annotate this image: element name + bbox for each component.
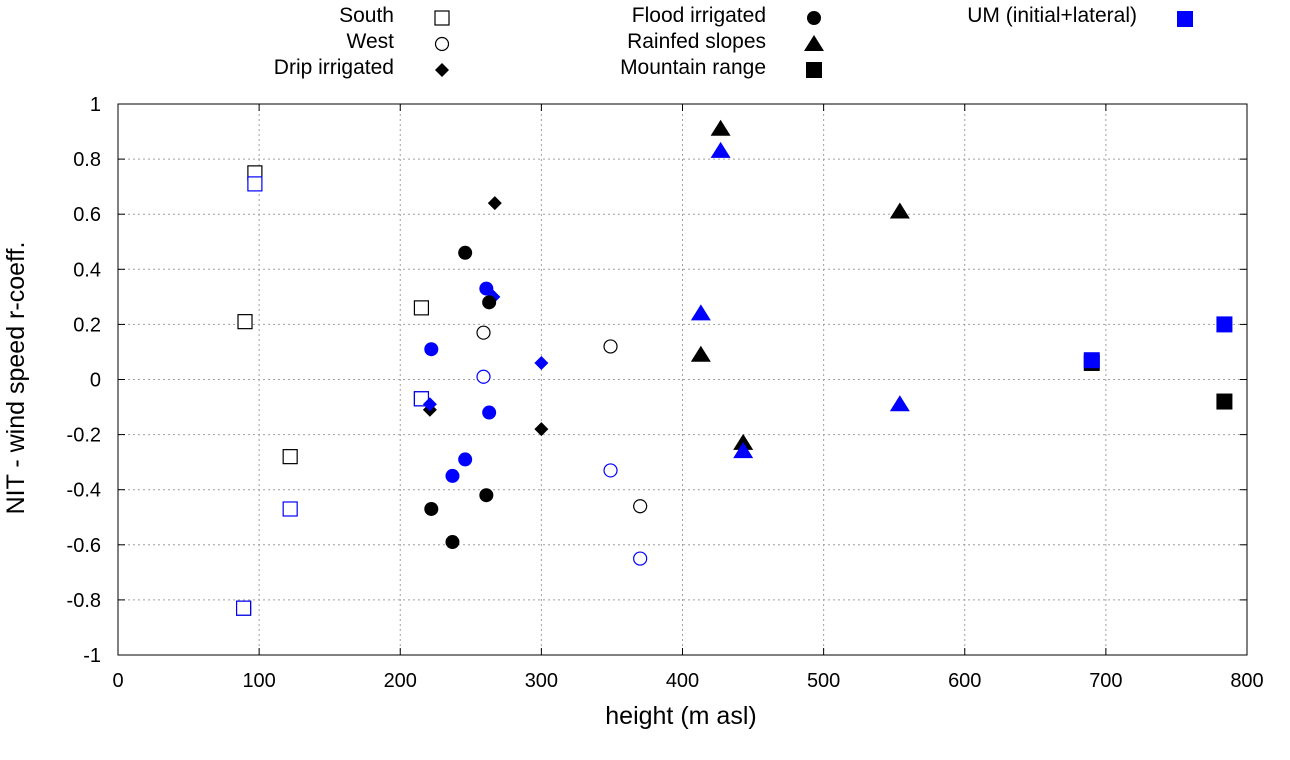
flood-irrigated-um-point [424, 342, 439, 357]
y-tick-label: -1 [83, 645, 101, 667]
x-tick-label: 300 [525, 670, 558, 692]
y-tick-label: 0.6 [73, 204, 101, 226]
legend-symbol-south [434, 10, 450, 26]
rainfed-slopes-um-point [733, 442, 754, 459]
west-um-point [603, 463, 618, 478]
x-tick-label: 600 [948, 670, 981, 692]
data-points [236, 119, 1233, 616]
rainfed-slopes-um-point [690, 304, 711, 321]
y-tick-label: -0.6 [67, 535, 101, 557]
y-tick-label: 0 [90, 370, 101, 392]
grid [118, 104, 1247, 655]
legend-symbol-west [434, 36, 450, 52]
x-tick-label: 700 [1089, 670, 1122, 692]
x-tick-label: 200 [384, 670, 417, 692]
west-point [633, 499, 648, 514]
legend-label-south: South [339, 4, 394, 27]
south-um-point [282, 501, 298, 517]
legend-label-flood-irrigated: Flood irrigated [632, 4, 766, 27]
flood-irrigated-point [445, 535, 460, 550]
south-um-point [247, 176, 263, 192]
y-tick-label: 1 [90, 94, 101, 116]
rainfed-slopes-point [710, 119, 731, 136]
west-um-point [633, 551, 648, 566]
flood-irrigated-um-point [479, 281, 494, 296]
y-tick-label: 0.8 [73, 149, 101, 171]
west-point [603, 339, 618, 354]
legend-label-mountain-range: Mountain range [620, 56, 766, 79]
legend-symbol-mountain-range [806, 62, 822, 78]
rainfed-slopes-point [690, 345, 711, 362]
drip-irrigated-point [487, 196, 502, 211]
flood-irrigated-um-point [458, 452, 473, 467]
west-um-point [476, 369, 491, 384]
x-axis-title: height (m asl) [605, 702, 756, 730]
legend-symbol-rainfed-slopes [804, 35, 824, 51]
legend: South West Drip irrigated Flood irrigated Ra… [274, 4, 1193, 79]
y-tick-label: -0.8 [67, 590, 101, 612]
drip-irrigated-point [534, 422, 549, 437]
y-tick-label: -0.4 [67, 480, 101, 502]
legend-symbol-drip-irrigated [435, 63, 449, 77]
x-tick-label: 0 [112, 670, 123, 692]
flood-irrigated-um-point [482, 405, 497, 420]
legend-label-drip-irrigated: Drip irrigated [274, 56, 394, 79]
south-point [237, 314, 253, 330]
y-axis-title: NIT - wind speed r-coeff. [2, 242, 30, 515]
rainfed-slopes-point [889, 202, 910, 219]
legend-symbol-flood-irrigated [807, 11, 821, 25]
west-point [476, 325, 491, 340]
rainfed-slopes-um-point [889, 395, 910, 412]
south-um-point [236, 600, 252, 616]
mountain-range-point [1216, 393, 1233, 410]
y-tick-label: 0.2 [73, 314, 101, 336]
axis-ticks: 0 100 200 300 400 500 600 700 800 -1 -0.8 -0.6 -0.4 -… [67, 94, 1264, 692]
flood-irrigated-point [482, 295, 497, 310]
x-tick-label: 400 [666, 670, 699, 692]
x-tick-label: 100 [242, 670, 275, 692]
y-tick-label: -0.2 [67, 425, 101, 447]
legend-symbol-um-initial-lateral [1177, 11, 1193, 27]
legend-label-rainfed-slopes: Rainfed slopes [627, 30, 766, 53]
south-point [282, 449, 298, 465]
rainfed-slopes-um-point [710, 141, 731, 158]
legend-label-um-initial-lateral: UM (initial+lateral) [967, 4, 1137, 27]
drip-irrigated-um-point [422, 397, 437, 412]
x-tick-label: 800 [1230, 670, 1263, 692]
rainfed-slopes-point [733, 433, 754, 450]
drip-irrigated-um-point [534, 355, 549, 370]
flood-irrigated-point [424, 501, 439, 516]
flood-irrigated-point [458, 245, 473, 260]
legend-label-west: West [347, 30, 395, 53]
mountain-range-um-point [1216, 316, 1233, 333]
mountain-range-um-point [1083, 352, 1100, 369]
flood-irrigated-point [479, 488, 494, 503]
flood-irrigated-um-point [445, 468, 460, 483]
x-tick-label: 500 [807, 670, 840, 692]
south-point [413, 300, 430, 316]
y-tick-label: 0.4 [73, 259, 101, 281]
